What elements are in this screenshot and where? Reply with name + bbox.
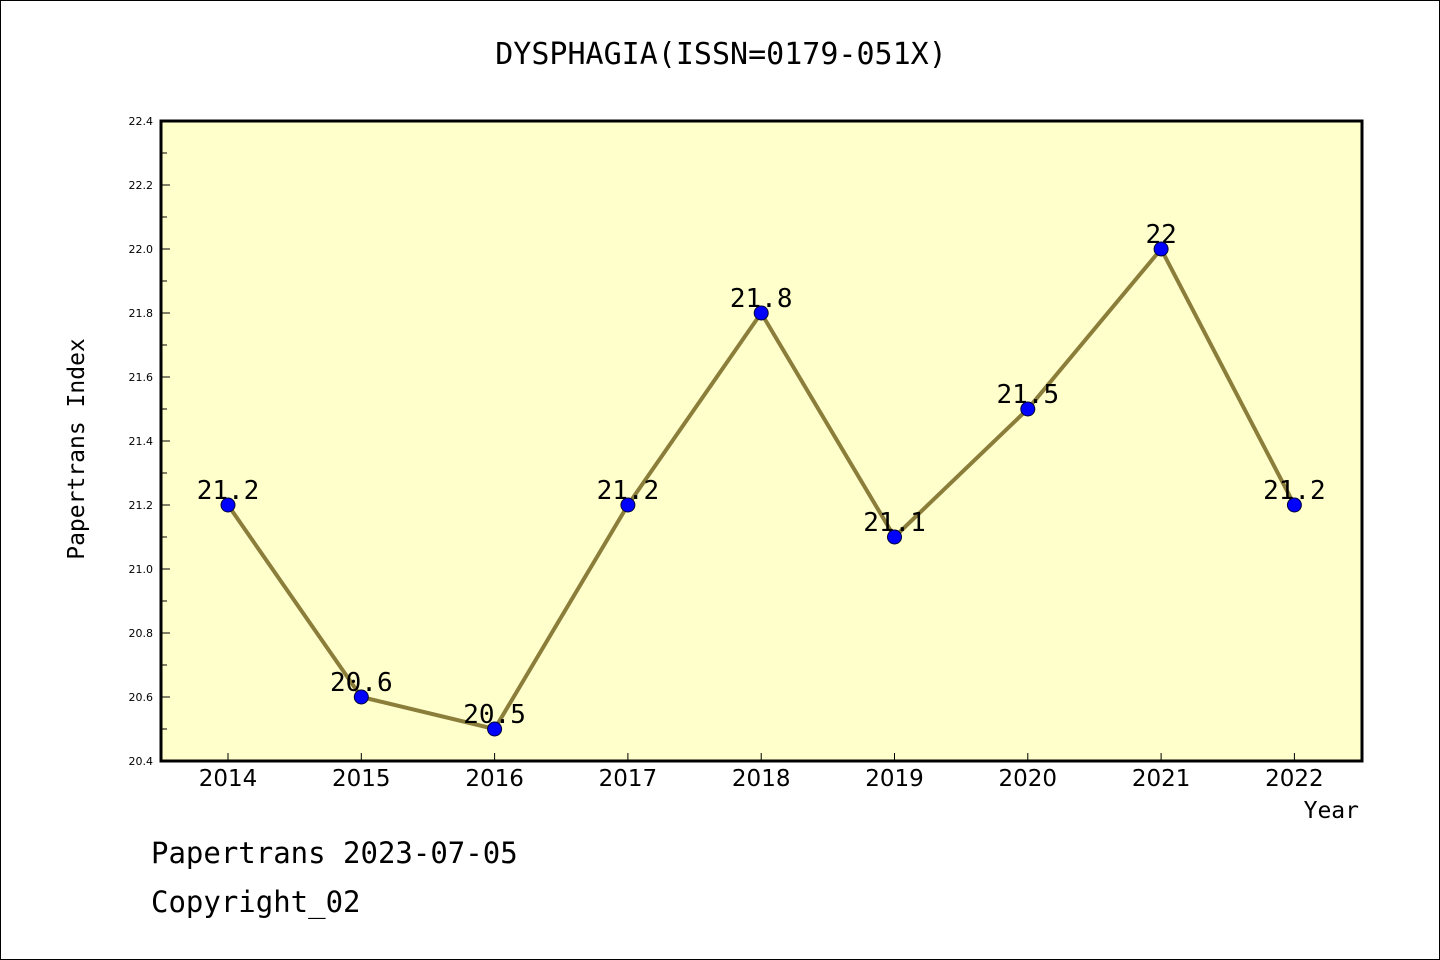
x-tick-label: 2022 — [1265, 766, 1324, 792]
y-tick-label: 21.6 — [129, 371, 154, 384]
x-tick-label: 2014 — [199, 766, 258, 792]
footer-date-line: Papertrans 2023-07-05 — [151, 836, 518, 870]
data-point — [353, 689, 369, 705]
plot-border — [159, 119, 1364, 763]
chart-title: DYSPHAGIA(ISSN=0179-051X) — [495, 37, 947, 72]
data-point — [1153, 241, 1169, 257]
y-tick-label: 20.4 — [129, 755, 154, 768]
y-tick-label: 22.0 — [129, 243, 154, 256]
data-point — [1286, 497, 1302, 513]
y-tick-label: 21.4 — [129, 435, 154, 448]
plot-area — [161, 121, 1362, 761]
x-tick-label: 2017 — [599, 766, 658, 792]
data-point — [487, 721, 503, 737]
data-point — [220, 497, 236, 513]
y-tick-label: 22.2 — [129, 179, 154, 192]
x-tick-label: 2018 — [732, 766, 791, 792]
data-point — [620, 497, 636, 513]
x-axis-label: Year — [1303, 798, 1359, 824]
y-tick-label: 22.4 — [129, 115, 154, 128]
x-tick-label: 2020 — [999, 766, 1058, 792]
y-tick-label: 21.2 — [129, 499, 154, 512]
y-tick-label: 20.6 — [129, 691, 154, 704]
y-tick-label: 20.8 — [129, 627, 154, 640]
data-point — [753, 305, 769, 321]
data-point — [1020, 401, 1036, 417]
y-tick-label: 21.8 — [129, 307, 154, 320]
x-tick-label: 2019 — [865, 766, 924, 792]
x-tick-label: 2021 — [1132, 766, 1191, 792]
data-point — [887, 529, 902, 545]
footer-copyright: Copyright_02 — [151, 885, 361, 919]
x-tick-label: 2015 — [332, 766, 391, 792]
y-tick-label: 21.0 — [129, 563, 154, 576]
x-tick-label: 2016 — [465, 766, 524, 792]
